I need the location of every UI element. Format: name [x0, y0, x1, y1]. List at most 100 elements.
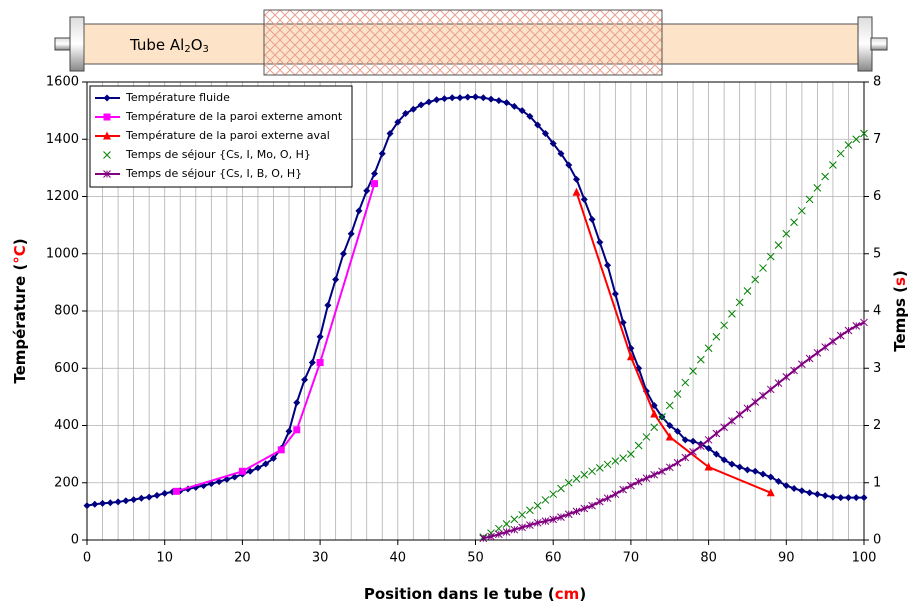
marker: [503, 99, 511, 107]
marker: [510, 525, 519, 534]
marker: [860, 494, 868, 502]
marker: [821, 343, 830, 351]
marker: [836, 149, 845, 158]
marker: [650, 409, 659, 418]
y2-tick-label: 1: [873, 475, 881, 490]
marker: [665, 401, 674, 410]
tube-drawing: Tube Al2O3: [54, 9, 888, 76]
marker: [844, 141, 853, 149]
marker: [479, 94, 487, 102]
marker: [619, 485, 627, 494]
marker: [720, 456, 728, 464]
marker: [301, 376, 309, 384]
y-tick-label: 600: [54, 361, 79, 376]
marker: [526, 521, 534, 529]
marker: [518, 523, 526, 532]
y2-tick-label: 7: [873, 132, 881, 147]
y2-tick-label: 6: [873, 189, 881, 204]
marker: [728, 417, 736, 425]
marker: [658, 467, 666, 476]
x-axis-label: Position dans le tube (cm): [364, 585, 586, 603]
marker: [557, 484, 565, 493]
marker: [386, 130, 394, 138]
marker: [487, 95, 495, 103]
marker: [775, 477, 783, 485]
marker: [798, 487, 806, 495]
marker: [588, 467, 596, 476]
marker: [161, 489, 169, 497]
x-tick-label: 60: [545, 551, 562, 566]
marker: [626, 352, 635, 361]
marker: [844, 326, 853, 335]
marker: [316, 359, 324, 367]
marker: [813, 184, 822, 192]
marker: [790, 484, 798, 492]
marker: [588, 215, 596, 223]
marker: [114, 498, 122, 506]
marker: [766, 488, 775, 497]
marker: [634, 477, 643, 486]
marker: [596, 238, 604, 246]
marker: [549, 140, 557, 148]
marker: [510, 102, 518, 110]
y2-tick-label: 4: [873, 304, 881, 319]
marker: [813, 490, 821, 498]
marker: [806, 489, 814, 497]
y-tick-label: 1400: [46, 132, 79, 147]
marker: [83, 502, 91, 510]
marker: [751, 275, 760, 284]
marker: [650, 423, 659, 432]
y-tick-label: 800: [54, 304, 79, 319]
marker: [153, 491, 161, 499]
series-line: [176, 183, 376, 493]
marker: [603, 460, 612, 469]
marker: [518, 107, 526, 115]
marker: [502, 520, 511, 528]
marker: [564, 510, 573, 519]
marker: [751, 467, 759, 475]
marker: [720, 321, 728, 330]
y2-tick-label: 3: [873, 361, 881, 376]
marker: [743, 466, 751, 474]
marker: [565, 161, 573, 169]
marker: [829, 493, 837, 501]
marker: [533, 501, 542, 510]
x-tick-label: 40: [390, 551, 407, 566]
marker: [736, 463, 744, 471]
marker: [650, 470, 659, 479]
x-tick-label: 100: [852, 551, 877, 566]
marker: [712, 429, 721, 438]
marker: [627, 481, 635, 490]
marker: [689, 437, 697, 445]
y-tick-label: 400: [54, 418, 79, 433]
marker: [829, 337, 837, 346]
series-line: [575, 191, 772, 494]
marker: [580, 195, 588, 203]
marker: [766, 385, 775, 394]
marker: [580, 504, 589, 513]
marker: [696, 442, 705, 450]
marker: [425, 98, 433, 106]
marker: [533, 518, 542, 527]
marker: [852, 494, 860, 502]
marker: [821, 492, 829, 500]
marker: [759, 264, 767, 272]
marker: [689, 367, 697, 375]
marker: [269, 454, 277, 462]
y-tick-label: 0: [71, 533, 79, 548]
marker: [735, 298, 744, 307]
marker: [262, 460, 270, 468]
marker: [720, 423, 728, 432]
marker: [704, 344, 713, 353]
marker: [759, 391, 767, 400]
marker: [844, 494, 852, 502]
marker: [782, 229, 791, 238]
marker: [549, 490, 558, 499]
marker: [797, 206, 806, 215]
marker: [122, 497, 130, 505]
marker: [277, 446, 285, 454]
marker: [743, 287, 752, 295]
marker: [402, 109, 410, 117]
marker: [541, 130, 549, 138]
